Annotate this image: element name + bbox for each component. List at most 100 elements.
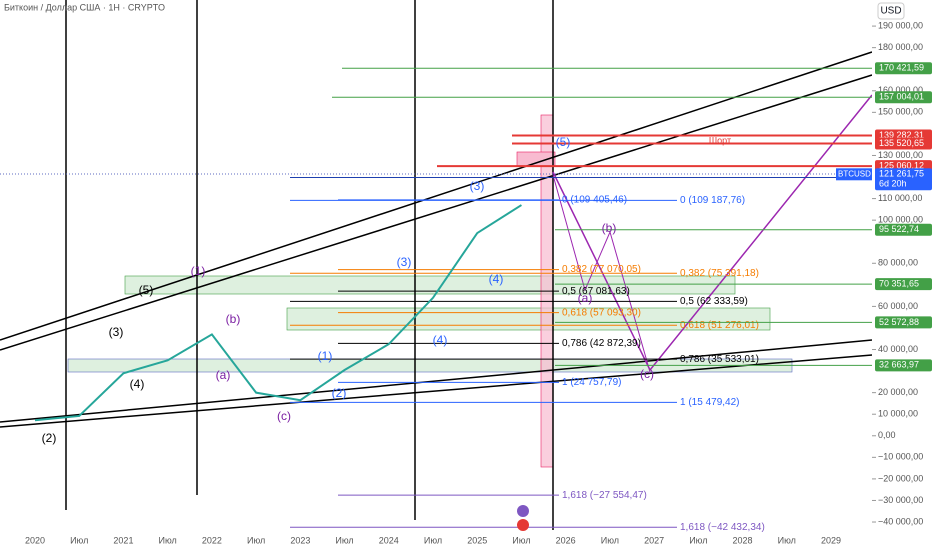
level-tag xyxy=(875,359,932,372)
fib-label: 0 (109 405,46) xyxy=(562,195,627,206)
x-tick-label: Июл xyxy=(689,535,707,545)
level-tag xyxy=(875,91,932,104)
wave-label: (1) xyxy=(318,349,333,363)
drawings xyxy=(0,0,873,530)
level-label: 95 522,74 xyxy=(879,224,919,234)
level-tag xyxy=(875,278,932,291)
last-price-name: BTCUSD xyxy=(838,169,871,178)
y-tick-label: 110 000,00 xyxy=(878,193,922,203)
y-tick-label: 130 000,00 xyxy=(878,150,923,160)
y-tick-label: −30 000,00 xyxy=(878,495,923,505)
projection xyxy=(552,94,873,372)
x-tick-label: 2022 xyxy=(202,535,222,545)
y-tick-label: −10 000,00 xyxy=(878,452,923,462)
currency-box xyxy=(877,2,905,20)
wave-label: (2) xyxy=(42,431,57,445)
x-tick-label: 2025 xyxy=(467,535,487,545)
trendline xyxy=(0,354,873,428)
x-tick-label: Июл xyxy=(512,535,530,545)
wave-label: (a) xyxy=(578,291,593,305)
wave-label: (1) xyxy=(191,264,206,278)
level-label: 170 421,59 xyxy=(879,63,924,73)
y-tick-label: 20 000,00 xyxy=(878,387,918,397)
level-tag xyxy=(875,62,932,75)
fib-label: 0,5 (67 081,63) xyxy=(562,286,630,297)
level-label: 70 351,65 xyxy=(879,278,919,288)
x-tick-label: 2029 xyxy=(821,535,841,545)
last-price-label: 121 261,75 xyxy=(879,169,924,179)
trendline xyxy=(0,339,873,423)
level-tag xyxy=(875,137,932,150)
x-tick-label: Июл xyxy=(247,535,265,545)
fib-label: 1 (24 757,79) xyxy=(562,377,622,388)
x-tick-label: 2024 xyxy=(379,535,399,545)
level-label: 157 004,01 xyxy=(879,92,924,102)
wave-label: (3) xyxy=(397,255,412,269)
chart-title: Биткоин / Доллар США · 1H · CRYPTO xyxy=(4,2,165,12)
wave-label: (4) xyxy=(489,272,504,286)
price-axis xyxy=(872,0,932,550)
y-tick-label: −40 000,00 xyxy=(878,516,923,526)
fib-label: 0,786 (35 533,01) xyxy=(680,354,759,365)
y-tick-label: 40 000,00 xyxy=(878,344,918,354)
last-price-tag xyxy=(875,168,932,191)
wave-label: (5) xyxy=(556,135,571,149)
x-tick-label: Июл xyxy=(601,535,619,545)
fib-label: 1,618 (−42 432,34) xyxy=(680,522,765,533)
last-price-name-tag xyxy=(836,168,872,181)
trendline xyxy=(0,74,873,351)
wave-label: (3) xyxy=(109,325,124,339)
y-tick-label: 80 000,00 xyxy=(878,258,918,268)
level-tag xyxy=(875,316,932,329)
fib-label: 1 (15 479,42) xyxy=(680,397,740,408)
wave-label: Шорт xyxy=(709,135,731,145)
wave-label: (a) xyxy=(216,368,231,382)
level-label: 139 282,31 xyxy=(879,130,924,140)
x-tick-label: 2026 xyxy=(556,535,576,545)
price-line xyxy=(34,204,522,422)
fib-label: 0,5 (62 333,59) xyxy=(680,296,748,307)
fib-label: 0,382 (75 391,18) xyxy=(680,268,759,279)
x-tick-label: 2020 xyxy=(25,535,45,545)
wave-label: (4) xyxy=(130,377,145,391)
y-tick-label: 60 000,00 xyxy=(878,301,918,311)
level-label: 52 572,88 xyxy=(879,317,919,327)
fib-label: 0,382 (77 070,05) xyxy=(562,264,641,275)
y-tick-label: 10 000,00 xyxy=(878,409,918,419)
projection xyxy=(552,174,651,373)
fib-label: 1,618 (−27 554,47) xyxy=(562,490,647,501)
wave-label: (c) xyxy=(640,367,654,381)
level-label: 135 520,65 xyxy=(879,138,924,148)
fib-label: 0,618 (51 276,01) xyxy=(680,320,759,331)
x-tick-label: 2023 xyxy=(290,535,310,545)
event-icon xyxy=(517,505,529,517)
y-tick-label: 100 000,00 xyxy=(878,215,923,225)
level-tag xyxy=(875,223,932,236)
wave-label: (3) xyxy=(470,179,485,193)
wave-label: (4) xyxy=(433,333,448,347)
trendline xyxy=(0,51,873,341)
fib-label: 0 (109 187,76) xyxy=(680,195,745,206)
y-tick-label: 190 000,00 xyxy=(878,20,923,30)
x-tick-label: Июл xyxy=(335,535,353,545)
x-tick-label: Июл xyxy=(424,535,442,545)
wave-label: (b) xyxy=(226,312,241,326)
fib-label: 0,618 (57 093,30) xyxy=(562,307,641,318)
x-tick-label: 2021 xyxy=(113,535,133,545)
currency: USD xyxy=(880,6,901,17)
y-tick-label: 180 000,00 xyxy=(878,42,923,52)
y-tick-label: 0,00 xyxy=(878,430,896,440)
y-tick-label: 160 000,00 xyxy=(878,85,923,95)
wave-label: (c) xyxy=(277,409,291,423)
fib-label: 0,786 (42 872,39) xyxy=(562,338,641,349)
event-icon xyxy=(517,519,529,531)
wave-label: (2) xyxy=(332,386,347,400)
level-label: 32 663,97 xyxy=(879,360,919,370)
x-tick-label: 2027 xyxy=(644,535,664,545)
last-price-timer: 6d 20h xyxy=(879,179,907,189)
level-label: 125 060,12 xyxy=(879,160,924,170)
x-tick-label: Июл xyxy=(159,535,177,545)
wave-label: (b) xyxy=(602,221,617,235)
x-tick-label: Июл xyxy=(778,535,796,545)
